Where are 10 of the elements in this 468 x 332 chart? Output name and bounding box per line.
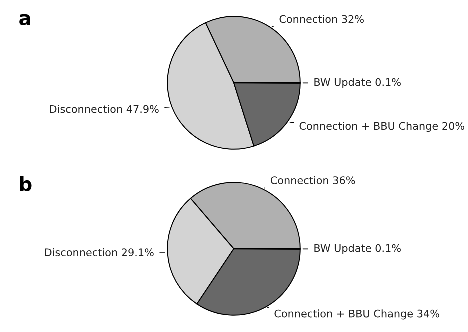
slice-label: BW Update 0.1%	[314, 78, 401, 88]
slice-label: Connection + BBU Change 34%	[274, 310, 440, 320]
slice-label: BW Update 0.1%	[314, 244, 401, 254]
chart-title: b	[20, 176, 32, 192]
slice-label: Connection 32%	[280, 15, 364, 24]
chart-title: a	[20, 14, 30, 26]
slice-label: Disconnection 47.9%	[50, 105, 159, 114]
slice-label: Disconnection 29.1%	[45, 248, 154, 256]
slice-label: Connection + BBU Change 20%	[300, 122, 464, 132]
slice-label: Connection 36%	[270, 176, 356, 184]
